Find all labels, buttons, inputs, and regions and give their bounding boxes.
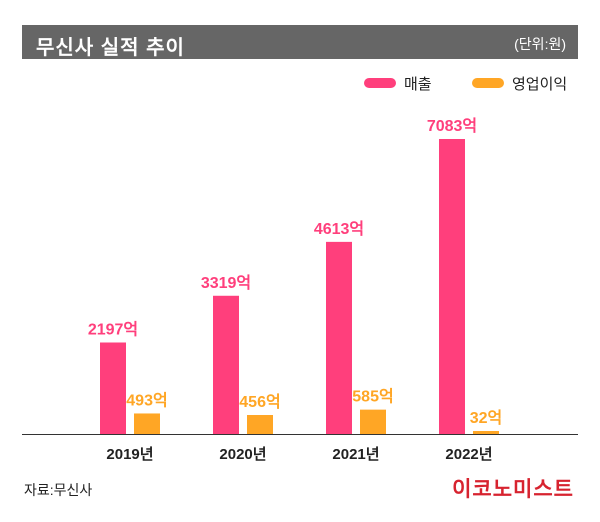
chart-header: 무신사 실적 추이 (단위:원) [22,25,578,59]
unit-label: (단위:원) [514,36,566,52]
revenue-label-0: 2197억 [88,319,138,338]
operating-profit-bar-2 [360,409,386,434]
legend: 매출 영업이익 [364,72,574,93]
revenue-bar-2 [326,241,352,434]
operating-profit-bar-0 [134,413,160,434]
revenue-bar-0 [100,342,126,434]
revenue-bar-3 [439,139,465,434]
revenue-label-1: 3319억 [201,273,251,292]
x-tick-label-2: 2021년 [332,446,379,463]
revenue-label-2: 4613억 [314,219,364,238]
revenue-label-3: 7083억 [427,116,477,135]
legend-swatch-revenue [364,78,396,88]
revenue-bar-1 [213,295,239,434]
x-tick-label-3: 2022년 [445,446,492,463]
legend-swatch-operating-profit [472,78,504,88]
brand-logo: 이코노미스트 [452,478,574,501]
operating-profit-label-2: 585억 [352,387,393,406]
operating-profit-label-1: 456억 [239,392,280,411]
source-note: 자료:무신사 [24,482,93,498]
operating-profit-label-3: 32억 [470,408,503,427]
operating-profit-bar-3 [473,431,499,434]
chart-title: 무신사 실적 추이 [36,37,185,59]
legend-label-operating-profit: 영업이익 [512,76,568,93]
operating-profit-bar-1 [247,415,273,434]
legend-label-revenue: 매출 [404,76,432,93]
x-tick-label-1: 2020년 [219,446,266,463]
x-tick-label-0: 2019년 [106,446,153,463]
bar-chart: 2197억 493억 2019년 3319억 456억 2020년 4613억 585억 202… [22,116,578,463]
operating-profit-label-0: 493억 [126,390,167,409]
